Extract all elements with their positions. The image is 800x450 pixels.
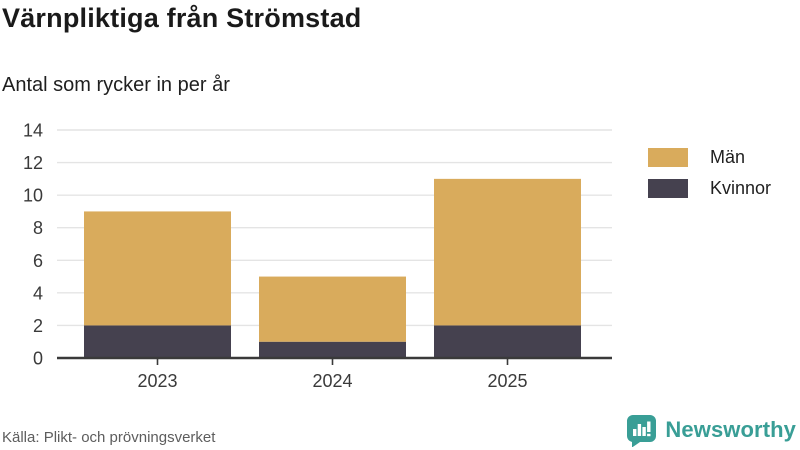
legend-swatch bbox=[648, 148, 688, 167]
source-note: Källa: Plikt- och prövningsverket bbox=[2, 429, 216, 446]
y-axis-tick-label: 8 bbox=[33, 218, 43, 238]
y-axis-tick-label: 12 bbox=[23, 153, 43, 173]
y-axis-tick-label: 2 bbox=[33, 316, 43, 336]
legend-item-män: Män bbox=[648, 147, 771, 168]
bar-segment-kvinnor bbox=[259, 341, 406, 358]
page-title: Värnpliktiga från Strömstad bbox=[2, 3, 362, 33]
y-axis-tick-label: 4 bbox=[33, 283, 43, 303]
y-axis-tick-label: 0 bbox=[33, 349, 43, 369]
bar-segment-män bbox=[84, 211, 231, 326]
bar-segment-kvinnor bbox=[84, 325, 231, 358]
legend-item-kvinnor: Kvinnor bbox=[648, 178, 771, 199]
y-axis-tick-label: 6 bbox=[33, 251, 43, 271]
y-axis-tick-label: 14 bbox=[23, 121, 43, 141]
x-axis-tick-label: 2023 bbox=[137, 371, 177, 391]
bar-segment-kvinnor bbox=[434, 325, 581, 358]
x-axis-tick-label: 2024 bbox=[312, 371, 352, 391]
legend-label: Kvinnor bbox=[710, 178, 772, 198]
legend-swatch bbox=[648, 179, 688, 198]
stacked-bar-chart: 0 2 4 6 8 10 12 14 2023 2024 2025 bbox=[23, 121, 612, 391]
bar-chart-speech-bubble-icon bbox=[627, 414, 657, 447]
newsworthy-wordmark: Newsworthy bbox=[665, 417, 796, 442]
chart-subtitle: Antal som rycker in per år bbox=[2, 74, 230, 96]
y-axis-tick-label: 10 bbox=[23, 186, 43, 206]
bar-segment-män bbox=[434, 178, 581, 326]
chart-legend: Män Kvinnor bbox=[648, 147, 771, 199]
newsworthy-logo: Newsworthy bbox=[626, 412, 796, 448]
x-axis-tick-label: 2025 bbox=[487, 371, 527, 391]
bar-segment-män bbox=[259, 276, 406, 342]
legend-label: Män bbox=[710, 147, 746, 167]
